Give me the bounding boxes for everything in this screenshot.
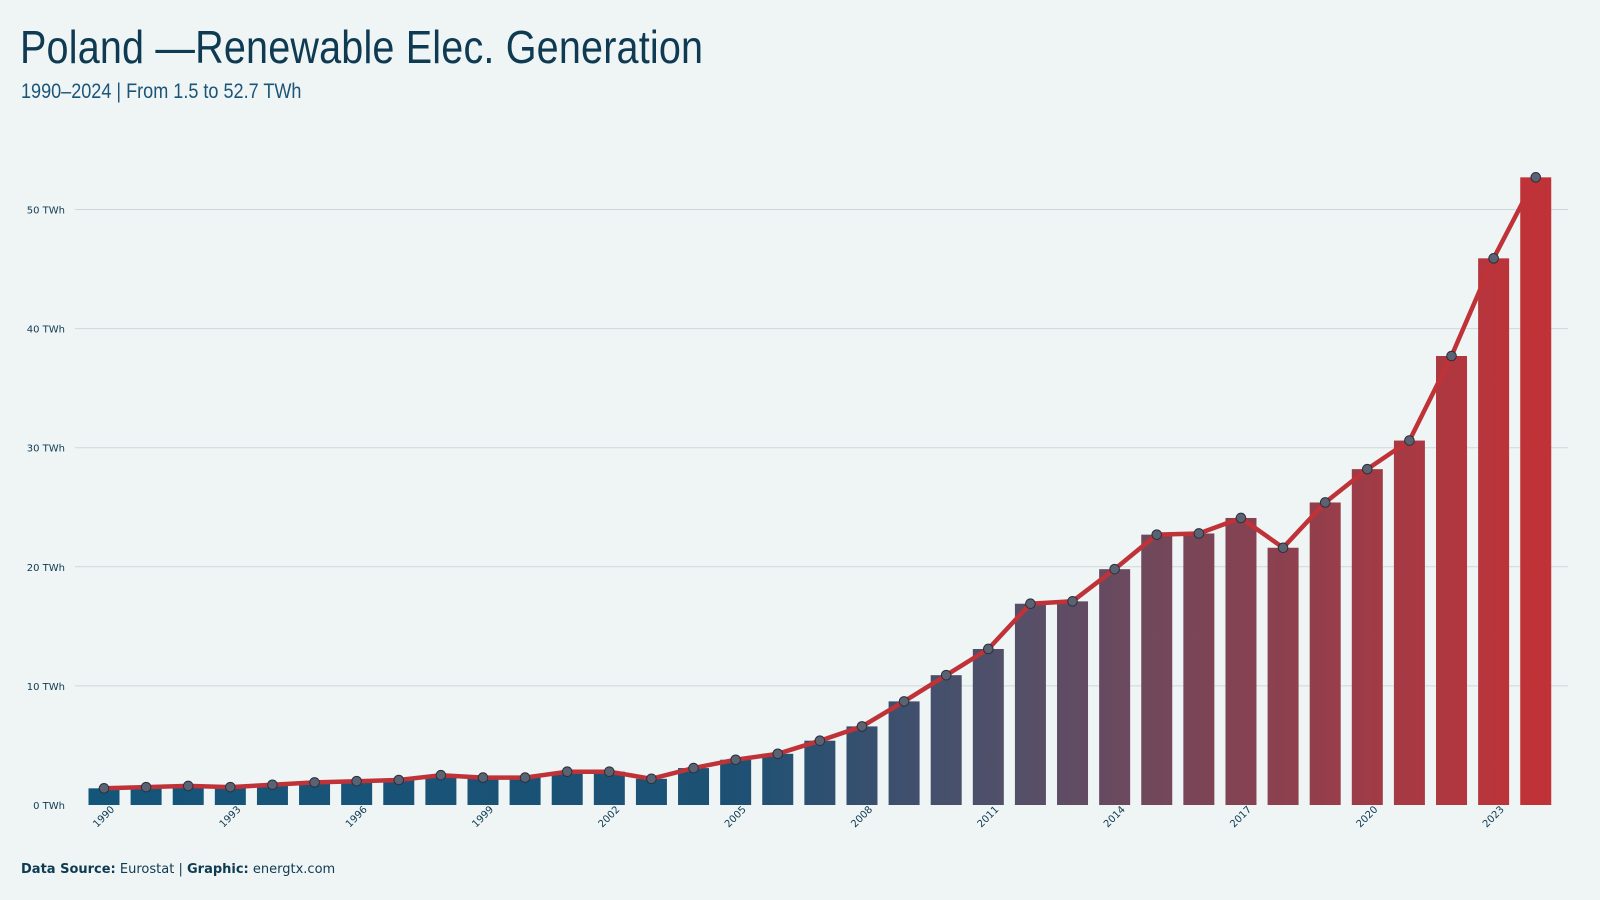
y-tick-label: 20 TWh [27, 563, 65, 574]
bar-1991 [130, 787, 162, 805]
marker-2008 [856, 721, 868, 732]
x-tick-label: 2017 [1228, 804, 1254, 830]
bar-2015 [1141, 534, 1173, 805]
x-tick-label: 2005 [723, 804, 749, 830]
marker-2003 [646, 773, 657, 785]
marker-2000 [519, 772, 531, 783]
marker-2012 [1025, 598, 1036, 610]
y-axis-ticks: 0 TWh 10 TWh 20 TWh 30 TWh 40 TWh 50 TWh [27, 206, 65, 813]
bar-1996 [341, 781, 373, 805]
marker-2015 [1151, 529, 1163, 540]
marker-1997 [393, 774, 405, 786]
marker-2024 [1530, 172, 1542, 183]
bars [88, 177, 1552, 805]
marker-1992 [182, 780, 194, 792]
x-tick-label: 1996 [344, 804, 370, 830]
y-tick-label: 0 TWh [33, 801, 65, 812]
marker-1996 [351, 775, 362, 787]
x-tick-label: 2014 [1102, 804, 1128, 830]
marker-2002 [604, 766, 615, 777]
y-tick-label: 40 TWh [27, 325, 65, 336]
bar-2004 [678, 768, 710, 805]
y-tick-label: 30 TWh [27, 444, 65, 455]
marker-2007 [814, 735, 826, 746]
marker-2009 [898, 696, 910, 707]
marker-1990 [98, 783, 110, 794]
y-tick-label: 50 TWh [27, 206, 65, 217]
marker-2004 [688, 762, 699, 774]
bar-2012 [1014, 603, 1046, 805]
marker-2013 [1067, 596, 1078, 607]
bar-2020 [1351, 469, 1383, 805]
bar-2010 [930, 675, 962, 805]
marker-1995 [309, 777, 320, 788]
marker-1994 [267, 779, 278, 791]
bar-2021 [1393, 440, 1425, 805]
marker-1999 [477, 772, 489, 783]
bar-1993 [214, 787, 246, 805]
source-value: Eurostat [119, 862, 175, 877]
bar-2002 [593, 771, 625, 805]
marker-2019 [1319, 497, 1331, 508]
bar-2008 [846, 726, 878, 805]
marker-2010 [940, 669, 952, 681]
source-label: Data Source: [21, 862, 116, 877]
bar-1995 [299, 782, 331, 805]
marker-1998 [435, 769, 447, 781]
bar-2001 [551, 771, 583, 805]
chart-footer: Data Source: Eurostat | Graphic: energtx… [21, 862, 335, 877]
bar-2011 [972, 648, 1004, 805]
bar-2016 [1183, 533, 1215, 805]
bar-2019 [1309, 502, 1341, 805]
x-tick-label: 1999 [470, 804, 496, 830]
footer-separator: | [178, 862, 183, 877]
x-tick-label: 2020 [1355, 804, 1381, 830]
bar-2013 [1057, 601, 1089, 805]
bar-2006 [762, 753, 794, 805]
x-tick-label: 2008 [849, 804, 875, 830]
line-markers [98, 172, 1542, 794]
bar-2005 [720, 759, 752, 805]
marker-2023 [1488, 253, 1499, 264]
marker-2011 [983, 643, 994, 655]
marker-2001 [561, 766, 573, 777]
marker-2018 [1277, 542, 1289, 554]
bar-2017 [1225, 517, 1257, 805]
y-tick-label: 10 TWh [27, 682, 65, 693]
x-tick-label: 1990 [91, 804, 117, 830]
bar-1992 [172, 785, 204, 805]
marker-2016 [1193, 528, 1205, 539]
bar-2007 [804, 740, 836, 805]
marker-2020 [1362, 463, 1373, 475]
bar-2022 [1436, 355, 1468, 805]
bar-2023 [1478, 258, 1510, 805]
x-tick-label: 2002 [597, 804, 623, 830]
x-tick-label: 2011 [976, 804, 1002, 830]
marker-2006 [772, 748, 784, 760]
gridlines [75, 209, 1568, 687]
graphic-label: Graphic: [186, 862, 249, 877]
marker-2021 [1404, 435, 1415, 446]
marker-2005 [730, 754, 741, 766]
x-tick-label: 1993 [218, 804, 244, 830]
bar-1990 [88, 788, 120, 805]
bar-2009 [888, 701, 920, 805]
marker-2017 [1235, 512, 1247, 524]
bar-1994 [256, 784, 288, 805]
bar-2014 [1099, 569, 1131, 805]
marker-2014 [1109, 563, 1120, 575]
bar-2018 [1267, 547, 1299, 805]
graphic-value: energtx.com [252, 862, 336, 877]
marker-2022 [1446, 350, 1457, 362]
bar-2024 [1520, 177, 1552, 805]
chart-subtitle: 1990–2024 | From 1.5 to 52.7 TWh [21, 80, 302, 103]
x-axis-ticks: 1990 1993 1996 1999 2002 2005 2008 2011 2014 2017… [91, 804, 1506, 830]
marker-1991 [140, 781, 152, 793]
marker-1993 [225, 781, 236, 793]
x-tick-label: 2023 [1481, 804, 1507, 830]
chart-title: Poland —Renewable Elec. Generation [20, 21, 704, 73]
